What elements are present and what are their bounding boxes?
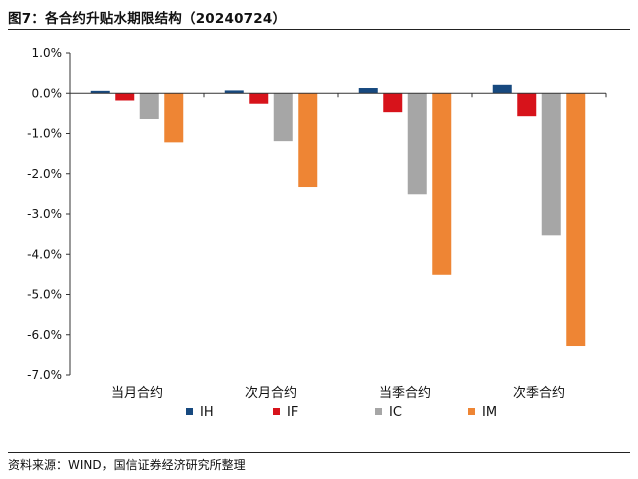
y-tick-label: -1.0%	[27, 127, 62, 141]
y-tick-label: -4.0%	[27, 247, 62, 261]
y-tick-label: -5.0%	[27, 288, 62, 302]
y-tick-label: 0.0%	[32, 86, 63, 100]
bar-ic	[139, 93, 159, 120]
bar-ih	[358, 88, 378, 94]
bar-if	[517, 93, 537, 117]
figure-title: 图7：各合约升贴水期限结构（20240724）	[8, 11, 287, 27]
legend-label-im: IM	[482, 405, 497, 420]
bar-ic	[273, 93, 293, 142]
source-rule	[8, 452, 630, 453]
bar-ih	[90, 90, 110, 94]
bar-if	[249, 93, 269, 104]
source-note: 资料来源：WIND，国信证券经济研究所整理	[8, 458, 246, 472]
legend-swatch-if	[273, 408, 280, 415]
y-tick-label: -3.0%	[27, 207, 62, 221]
x-category-label: 次季合约	[513, 385, 565, 401]
bar-series	[90, 84, 586, 347]
legend-swatch-im	[468, 408, 475, 415]
y-tick-label: 1.0%	[32, 46, 63, 60]
bar-ic	[407, 93, 427, 195]
title-rule	[8, 29, 630, 30]
legend-label-ih: IH	[200, 405, 214, 420]
bar-ic	[541, 93, 561, 236]
legend-label-ic: IC	[389, 405, 402, 420]
bar-if	[115, 93, 135, 101]
x-category-label: 当月合约	[111, 386, 163, 401]
bar-if	[383, 93, 403, 113]
x-axis: 当月合约 次月合约 当季合约 次季合约	[69, 92, 607, 401]
legend-label-if: IF	[287, 405, 298, 420]
bar-ih	[492, 84, 512, 94]
bar-ih	[224, 90, 244, 94]
y-axis: 1.0% 0.0% -1.0% -2.0% -3.0% -4.0% -5.0% -6.0% -7…	[27, 46, 71, 382]
legend-swatch-ih	[186, 408, 193, 415]
bar-im	[298, 93, 318, 188]
bar-im	[164, 93, 184, 143]
y-tick-label: -2.0%	[27, 167, 62, 181]
bar-im	[566, 93, 586, 347]
x-category-label: 次月合约	[245, 385, 297, 401]
bar-im	[432, 93, 452, 275]
legend-swatch-ic	[375, 408, 382, 415]
y-tick-label: -6.0%	[27, 328, 62, 342]
y-tick-label: -7.0%	[27, 368, 62, 382]
x-category-label: 当季合约	[379, 386, 431, 401]
legend: IH IF IC IM	[186, 405, 497, 420]
